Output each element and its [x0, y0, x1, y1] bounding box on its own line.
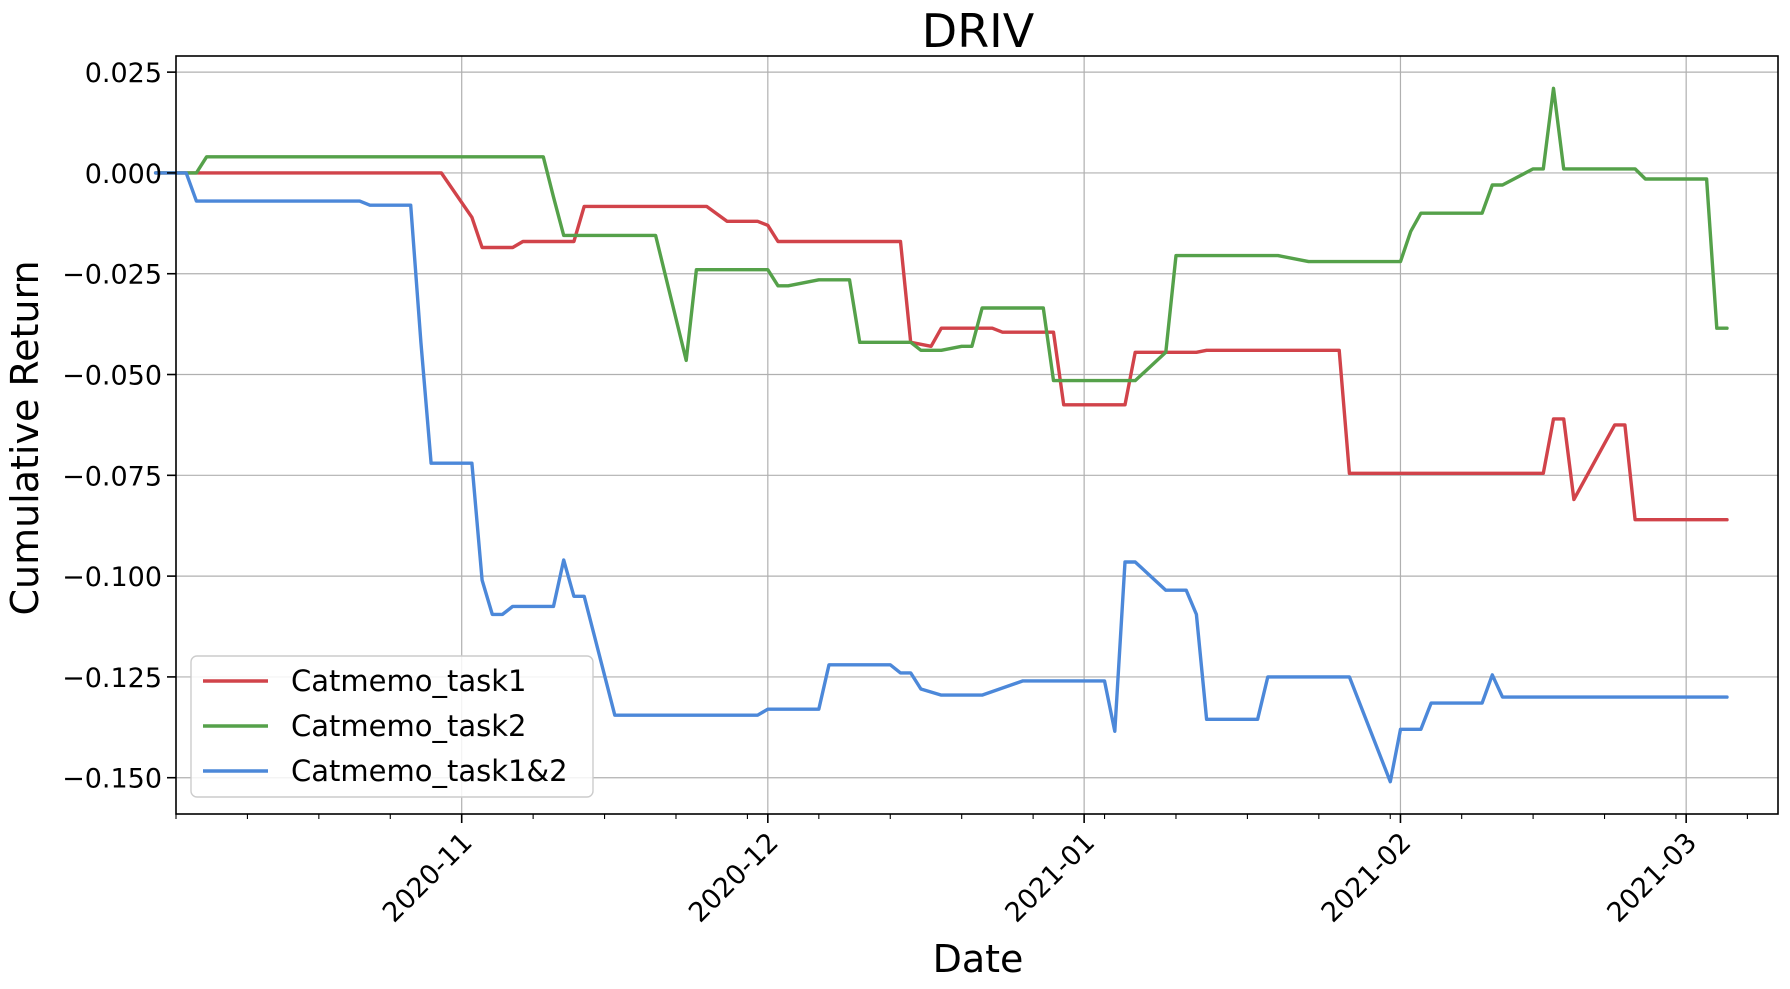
y-tick-label: 0.025: [85, 58, 162, 89]
x-tick-label: 2020-12: [683, 827, 785, 929]
x-axis-title: Date: [933, 937, 1024, 981]
x-tick-label: 2020-11: [377, 827, 479, 929]
legend-label-2: Catmemo_task2: [291, 709, 526, 743]
legend-box: [190, 655, 594, 798]
y-tick-label: −0.150: [62, 764, 162, 795]
series-line-3: [153, 171, 1729, 784]
legend-label-1: Catmemo_task1: [291, 664, 526, 698]
y-tick-label: −0.125: [62, 663, 162, 694]
series-line-1: [153, 171, 1729, 522]
y-tick-label: −0.050: [62, 361, 162, 392]
series-line-2: [153, 86, 1729, 383]
y-tick-label: −0.075: [62, 461, 162, 492]
legend-label-3: Catmemo_task1&2: [291, 754, 568, 788]
x-tick-label: 2021-02: [1316, 827, 1418, 929]
y-tick-label: −0.100: [62, 562, 162, 593]
y-tick-label: 0.000: [85, 159, 162, 190]
y-axis: 0.025 0.000 −0.025 −0.050 −0.075 −0.100 −0.125…: [62, 58, 176, 795]
chart-title: DRIV: [922, 4, 1035, 58]
plot-frame: [175, 55, 1779, 815]
x-axis: 2020-11 2020-12 2021-01 2021-02 2021-03: [175, 814, 1748, 929]
y-axis-title: Cumulative Return: [3, 260, 47, 615]
legend: Catmemo_task1 Catmemo_task2 Catmemo_task1&…: [190, 655, 594, 798]
x-tick-label: 2021-01: [999, 827, 1101, 929]
y-tick-label: −0.025: [62, 260, 162, 291]
series-lines: [153, 86, 1729, 784]
x-tick-label: 2021-03: [1601, 827, 1703, 929]
